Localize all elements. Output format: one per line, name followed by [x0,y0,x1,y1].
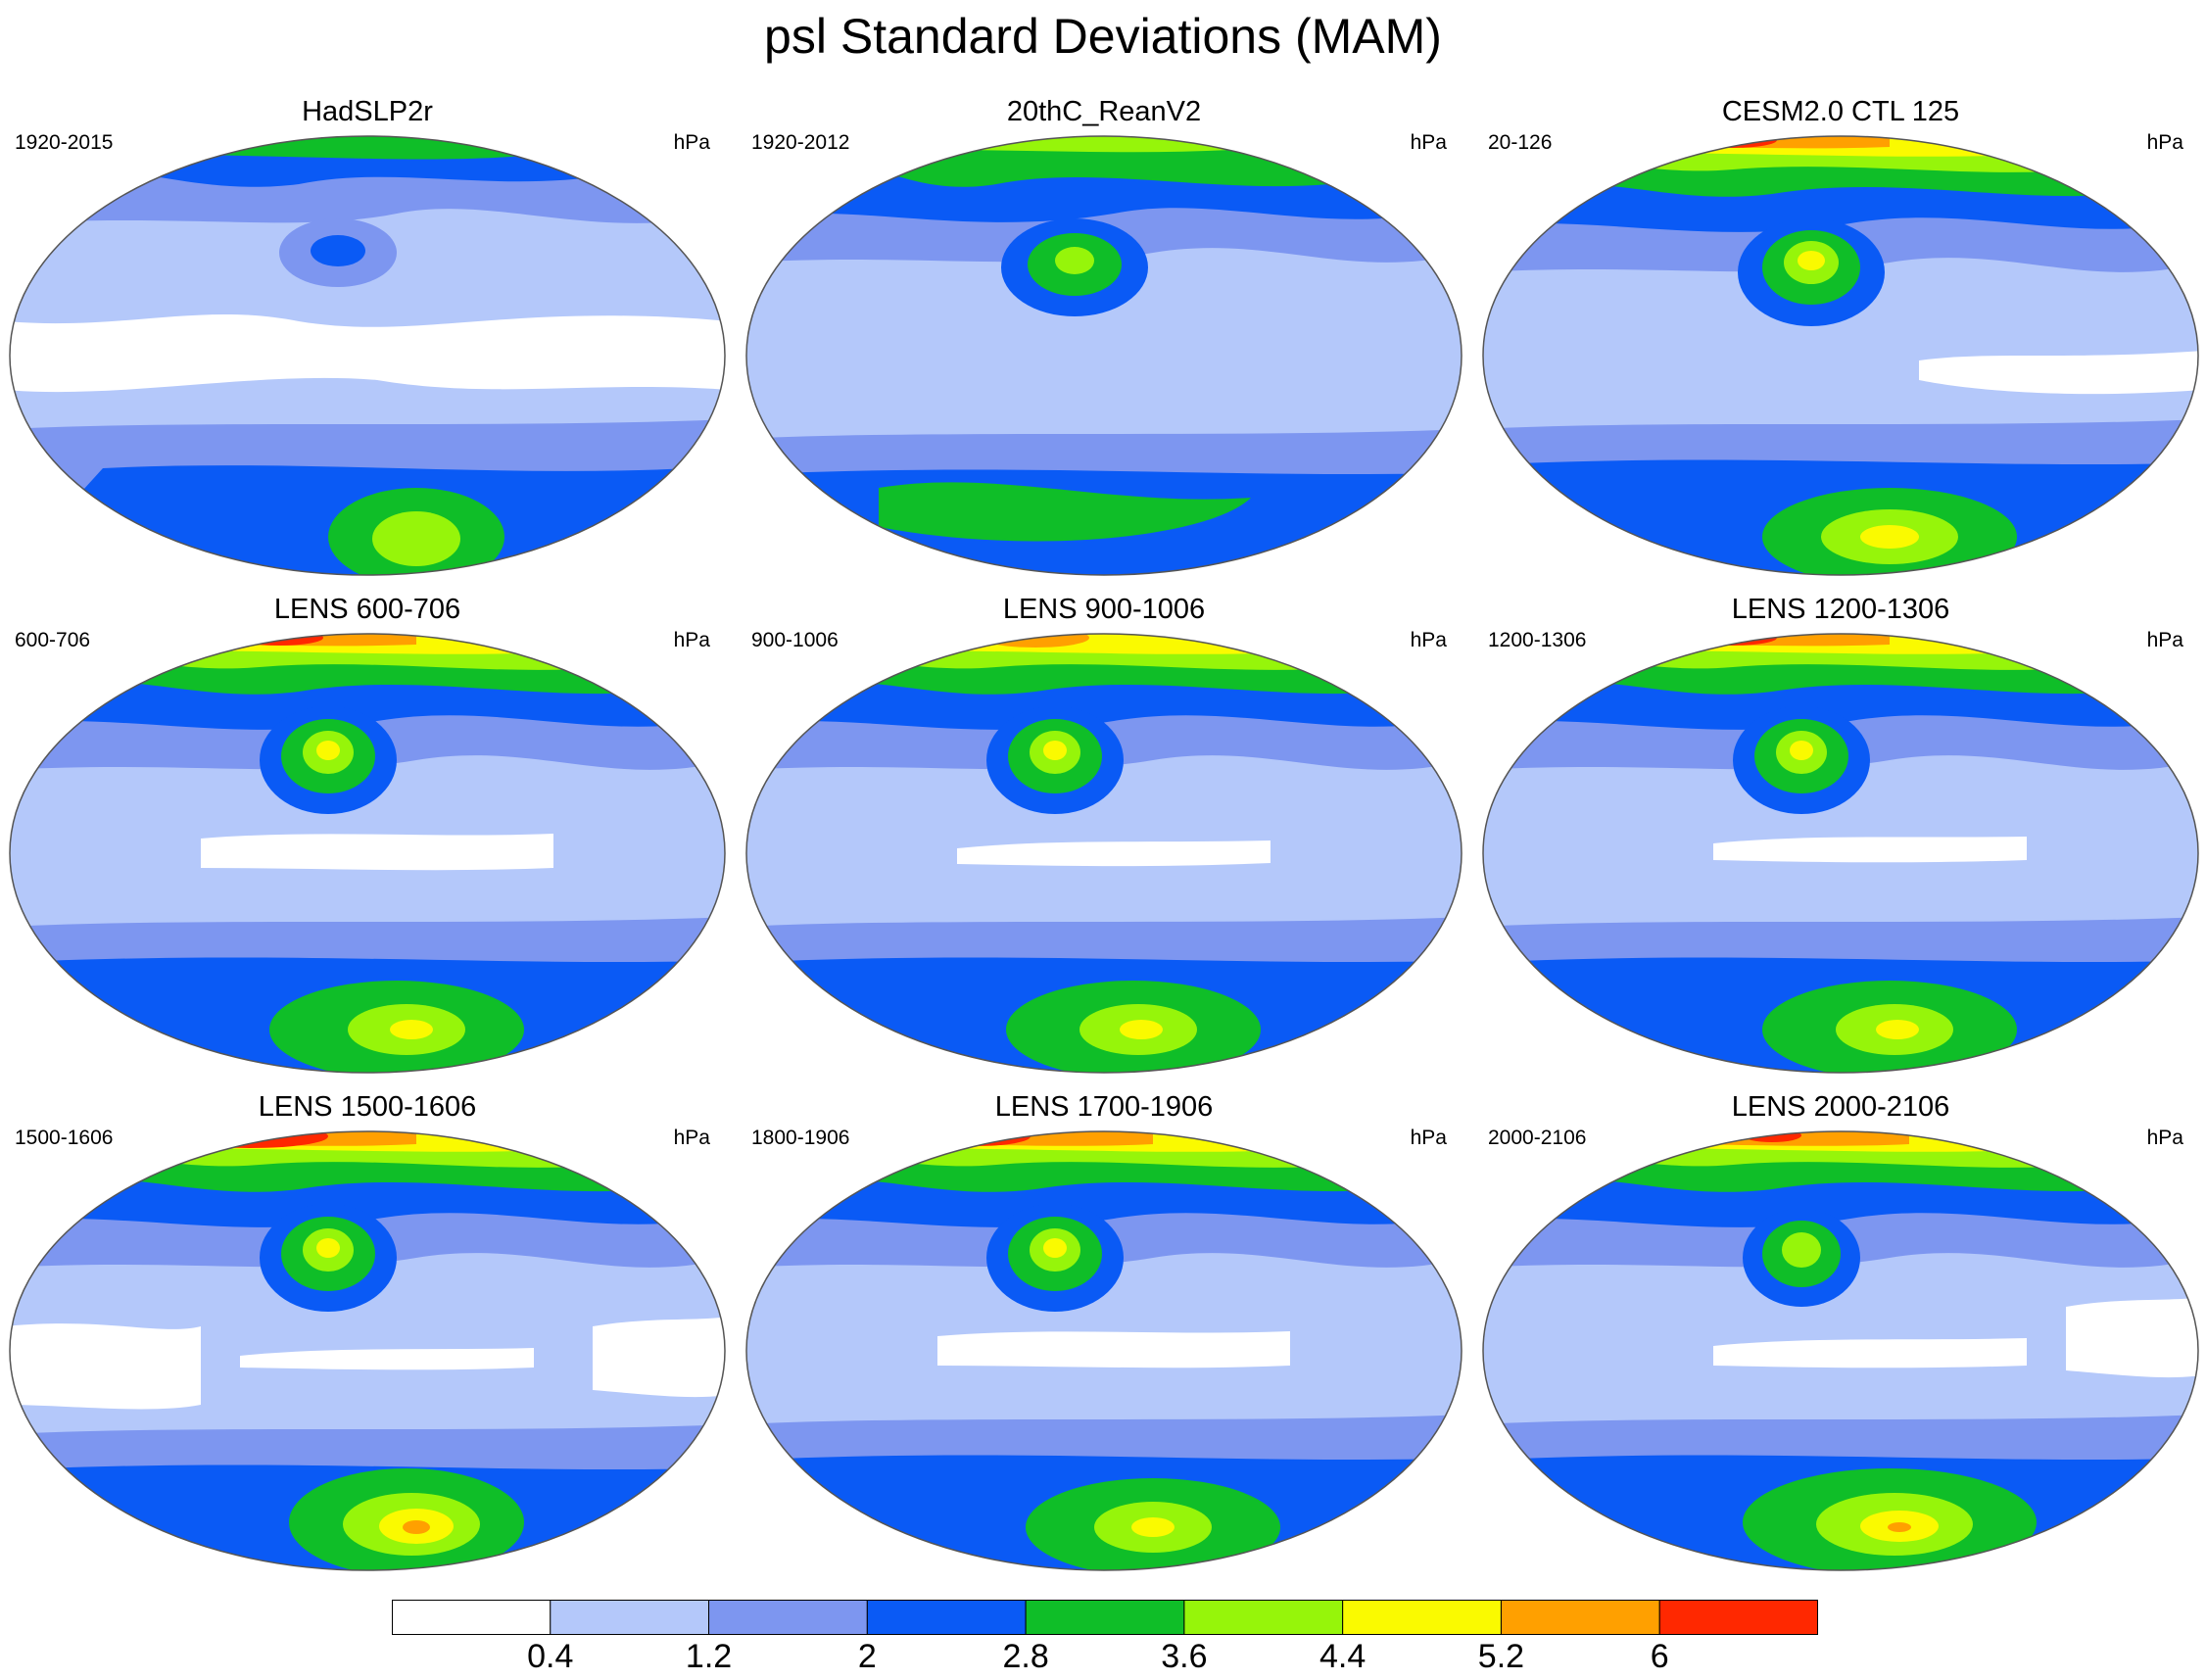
contour-map [745,1130,1463,1571]
panel-period: 900-1006 [751,629,839,651]
panel-period: 1800-1906 [751,1127,850,1149]
colorbar-label: 4.4 [1319,1638,1367,1675]
panel-title: CESM2.0 CTL 125 [1721,96,1960,127]
panel-period: 600-706 [15,629,91,651]
panel-title: LENS 1700-1906 [994,1091,1214,1123]
map-panel-20thc-reanv2: 20thC_ReanV2 1920-2012 hPa [742,96,1466,576]
panel-units: hPa [2146,131,2183,154]
colorbar-swatch [1342,1600,1502,1635]
contour-map [9,633,726,1074]
figure-title: psl Standard Deviations (MAM) [764,9,1442,64]
map-panel-lens-1200: LENS 1200-1306 1200-1306 hPa [1478,594,2203,1074]
colorbar-swatch [1183,1600,1344,1635]
panel-units: hPa [673,131,710,154]
panel-units: hPa [1410,131,1447,154]
panel-units: hPa [1410,1127,1447,1149]
contour-map [9,135,726,576]
panel-title: LENS 1200-1306 [1731,594,1950,625]
map-panel-lens-1500: LENS 1500-1606 1500-1606 hPa [5,1091,730,1571]
panel-title: HadSLP2r [302,96,433,127]
panel-title: LENS 900-1006 [1002,594,1206,625]
map-panel-lens-900: LENS 900-1006 900-1006 hPa [742,594,1466,1074]
colorbar [392,1600,1818,1635]
contour-map [745,135,1463,576]
map-panel-lens-1700: LENS 1700-1906 1800-1906 hPa [742,1091,1466,1571]
colorbar-swatch [1025,1600,1185,1635]
panel-period: 1200-1306 [1488,629,1587,651]
colorbar-swatch [1658,1600,1818,1635]
colorbar-swatch [550,1600,710,1635]
colorbar-label: 2.8 [1002,1638,1049,1675]
panel-units: hPa [1410,629,1447,651]
map-panel-lens-600: LENS 600-706 600-706 hPa [5,594,730,1074]
colorbar-swatch [1500,1600,1660,1635]
contour-map [1482,135,2199,576]
panel-period: 1920-2015 [15,131,114,154]
panel-period: 2000-2106 [1488,1127,1587,1149]
colorbar-label: 1.2 [685,1638,733,1675]
panel-units: hPa [673,1127,710,1149]
colorbar-swatch [708,1600,868,1635]
panel-units: hPa [2146,1127,2183,1149]
panel-period: 1920-2012 [751,131,850,154]
panel-period: 20-126 [1488,131,1553,154]
map-panel-lens-2000: LENS 2000-2106 2000-2106 hPa [1478,1091,2203,1571]
colorbar-label: 2 [857,1638,877,1675]
panel-units: hPa [2146,629,2183,651]
panel-period: 1500-1606 [15,1127,114,1149]
colorbar-label: 3.6 [1161,1638,1208,1675]
map-panel-cesm2-ctl: CESM2.0 CTL 125 20-126 hPa [1478,96,2203,576]
colorbar-swatch [866,1600,1027,1635]
contour-map [1482,633,2199,1074]
contour-map [9,1130,726,1571]
colorbar-label: 5.2 [1477,1638,1525,1675]
panel-title: LENS 2000-2106 [1731,1091,1950,1123]
panel-title: 20thC_ReanV2 [1006,96,1202,127]
colorbar-swatch [392,1600,552,1635]
map-panel-hadslp2r: HadSLP2r 1920-2015 hPa [5,96,730,576]
panel-title: LENS 600-706 [273,594,461,625]
contour-map [745,633,1463,1074]
panel-units: hPa [673,629,710,651]
colorbar-label: 0.4 [527,1638,574,1675]
colorbar-label: 6 [1650,1638,1669,1675]
contour-map [1482,1130,2199,1571]
panel-title: LENS 1500-1606 [258,1091,477,1123]
